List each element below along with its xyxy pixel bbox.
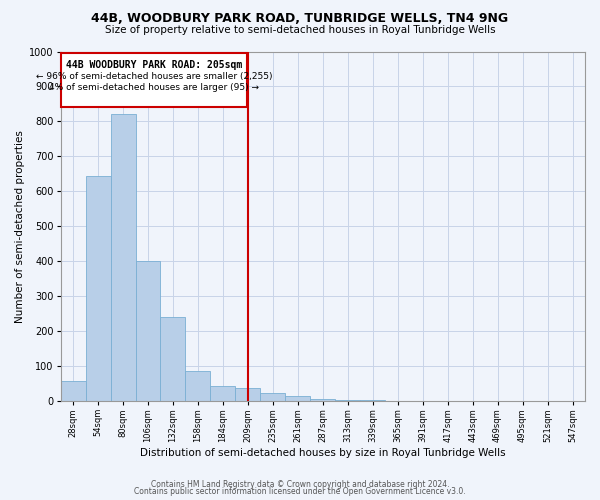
Text: Contains HM Land Registry data © Crown copyright and database right 2024.: Contains HM Land Registry data © Crown c… <box>151 480 449 489</box>
Bar <box>160 317 185 401</box>
Text: ← 96% of semi-detached houses are smaller (2,255): ← 96% of semi-detached houses are smalle… <box>35 72 272 81</box>
Bar <box>136 262 160 401</box>
Bar <box>360 400 385 401</box>
Text: Size of property relative to semi-detached houses in Royal Tunbridge Wells: Size of property relative to semi-detach… <box>104 25 496 35</box>
Bar <box>286 396 310 401</box>
Bar <box>61 381 86 401</box>
Bar <box>211 386 235 401</box>
Bar <box>235 388 260 401</box>
Bar <box>310 400 335 401</box>
FancyBboxPatch shape <box>61 53 247 108</box>
Text: 44B WOODBURY PARK ROAD: 205sqm: 44B WOODBURY PARK ROAD: 205sqm <box>66 60 242 70</box>
Bar <box>260 394 286 401</box>
X-axis label: Distribution of semi-detached houses by size in Royal Tunbridge Wells: Distribution of semi-detached houses by … <box>140 448 506 458</box>
Bar <box>185 372 211 401</box>
Bar <box>86 176 110 401</box>
Y-axis label: Number of semi-detached properties: Number of semi-detached properties <box>15 130 25 323</box>
Bar <box>335 400 360 401</box>
Text: Contains public sector information licensed under the Open Government Licence v3: Contains public sector information licen… <box>134 488 466 496</box>
Text: 4% of semi-detached houses are larger (95) →: 4% of semi-detached houses are larger (9… <box>49 82 259 92</box>
Text: 44B, WOODBURY PARK ROAD, TUNBRIDGE WELLS, TN4 9NG: 44B, WOODBURY PARK ROAD, TUNBRIDGE WELLS… <box>91 12 509 26</box>
Bar <box>110 114 136 401</box>
